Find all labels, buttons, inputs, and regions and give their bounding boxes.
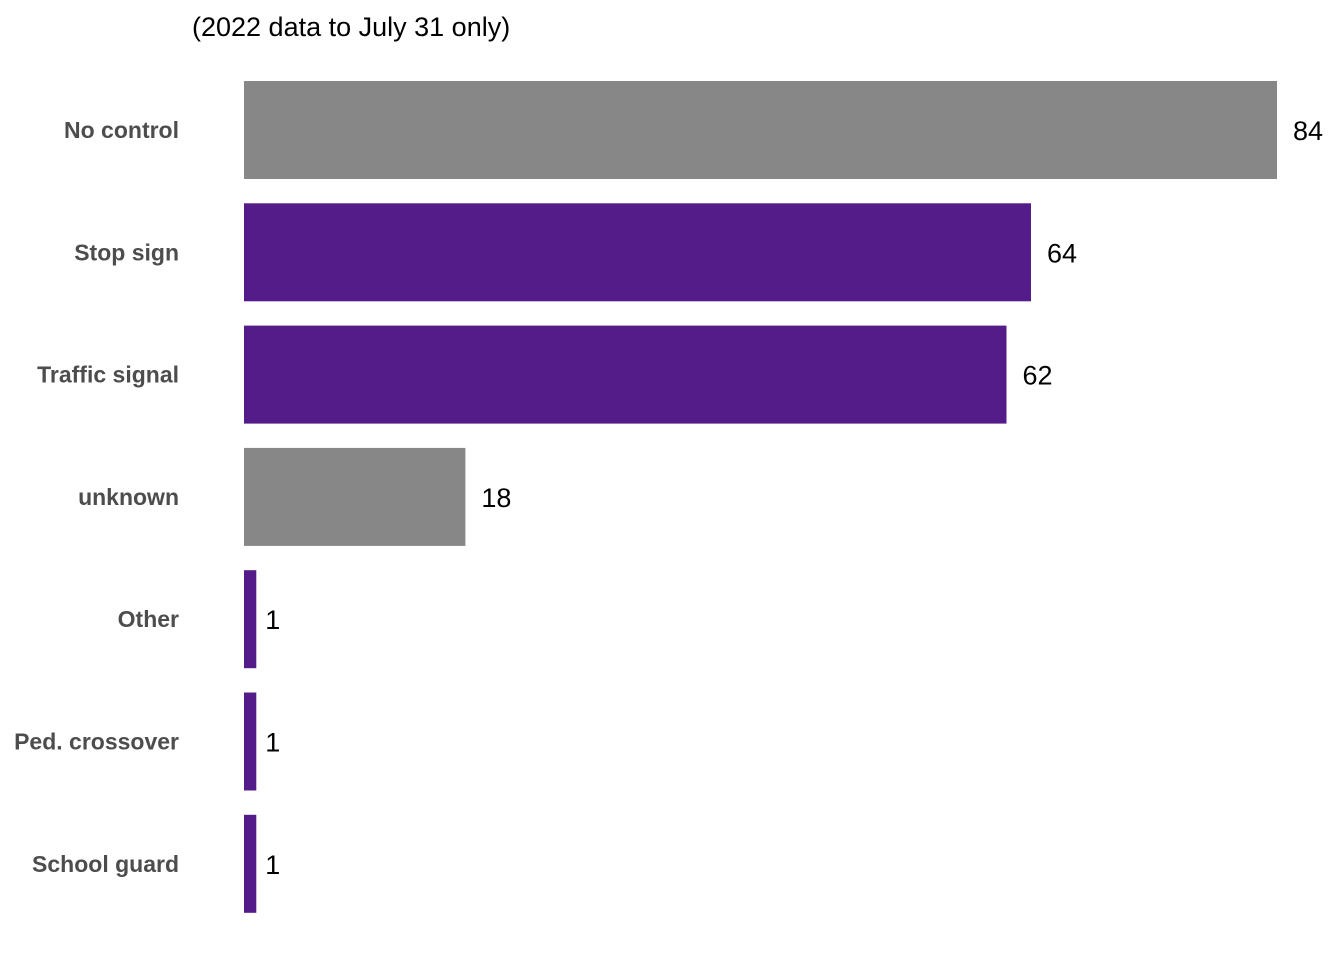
bar-no-control [244, 81, 1277, 179]
value-label: 84 [1293, 116, 1323, 146]
value-label: 62 [1023, 361, 1053, 391]
value-label: 18 [481, 483, 511, 513]
category-label: No control [64, 117, 179, 143]
category-label: School guard [32, 851, 179, 877]
value-label: 1 [265, 850, 280, 880]
category-label: Ped. crossover [14, 729, 179, 755]
category-labels-group: No control Stop sign Traffic signal unknown… [14, 117, 179, 877]
category-label: Traffic signal [37, 362, 179, 388]
bars-group [244, 81, 1277, 913]
bar-stop-sign [244, 203, 1031, 302]
value-label: 1 [265, 728, 280, 758]
bar-traffic-signal [244, 325, 1007, 424]
value-label: 1 [265, 605, 280, 635]
chart-subtitle: (2022 data to July 31 only) [192, 12, 510, 42]
category-label: unknown [78, 484, 179, 510]
bar-unknown [244, 447, 466, 546]
value-label: 64 [1047, 238, 1077, 268]
bar-ped-crossover [244, 692, 257, 791]
category-label: Other [118, 606, 179, 632]
bar-school-guard [244, 814, 257, 913]
bar-other [244, 570, 257, 669]
value-labels-group: 84 64 62 18 1 1 1 [265, 116, 1323, 880]
category-label: Stop sign [74, 239, 179, 265]
